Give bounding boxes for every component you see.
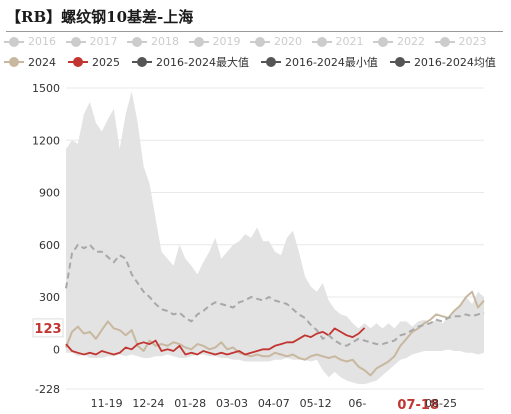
legend-label: 2018 <box>151 35 179 48</box>
legend-item-2016-2024最大值[interactable]: 2016-2024最大值 <box>132 54 249 70</box>
y-tick-label: 900 <box>39 187 60 200</box>
x-tick-label: 11-19 <box>91 397 123 410</box>
y-tick-label: 1500 <box>32 82 60 95</box>
legend-item-2021[interactable]: 2021 <box>311 35 374 48</box>
legend-label: 2016-2024最大值 <box>156 56 249 69</box>
legend-item-2016-2024均值[interactable]: 2016-2024均值 <box>389 54 496 70</box>
legend-line-dot-icon <box>434 36 455 47</box>
legend-line-dot-icon <box>65 36 86 47</box>
legend-label: 2017 <box>89 35 118 48</box>
x-tick-label: 04-07 <box>258 397 290 410</box>
x-tick-label: 03-03 <box>216 397 248 410</box>
legend-label: 2019 <box>212 35 241 48</box>
legend-label: 2025 <box>92 55 120 69</box>
y-tick-label: 1200 <box>32 134 60 147</box>
legend-line-dot-icon <box>132 57 152 67</box>
legend-item-2018[interactable]: 2018 <box>127 35 189 48</box>
legend-line-dot-icon <box>4 36 24 47</box>
legend-item-2016[interactable]: 2016 <box>4 35 66 48</box>
x-tick-label: 05-12 <box>300 397 332 410</box>
x-highlight-box <box>395 395 442 413</box>
legend-label: 2020 <box>274 35 302 48</box>
legend-item-2020[interactable]: 2020 <box>250 35 312 48</box>
x-tick-label: 01-28 <box>174 397 206 410</box>
x-tick-label: 08-25 <box>425 397 457 410</box>
legend-item-2019[interactable]: 2019 <box>188 35 251 48</box>
legend-line-dot-icon <box>4 57 24 67</box>
legend-line-dot-icon <box>250 36 270 47</box>
legend-line-dot-icon <box>260 57 281 67</box>
legend-row-years: 2016 2017 2018 2019 2020 2021 2022 2023 <box>4 35 509 48</box>
x-highlight-label: 07-18 <box>397 398 439 413</box>
y-tick-label: 300 <box>39 291 60 304</box>
min-max-band <box>66 91 484 385</box>
legend-item-2025[interactable]: 2025 <box>68 56 120 69</box>
legend-label: 2016-2024均值 <box>413 56 496 69</box>
title-divider <box>6 31 503 32</box>
y-tick-label: -228 <box>35 383 60 396</box>
legend-line-dot-icon <box>68 57 88 67</box>
legend-label: 2016-2024最小值 <box>284 56 378 69</box>
watermark: 紫金天风期货 <box>204 209 306 229</box>
legend-label: 2022 <box>397 35 425 48</box>
legend-label: 2023 <box>458 35 487 48</box>
y-tick-label: 600 <box>39 239 60 252</box>
legend-label: 2024 <box>28 55 56 69</box>
legend-label: 2021 <box>335 35 364 48</box>
series-line-2024 <box>65 290 485 377</box>
legend-label: 2016 <box>28 35 56 48</box>
y-highlight-box <box>32 318 64 338</box>
legend-line-dot-icon <box>188 36 209 47</box>
legend-row-stats: 2024 2025 2016-2024最大值 2016-2024最小值 2016-202… <box>4 54 509 70</box>
legend-item-2023[interactable]: 2023 <box>434 35 497 48</box>
series-line-2025 <box>65 327 366 356</box>
chart-title: 【RB】螺纹钢10基差-上海 <box>6 8 194 26</box>
legend-line-dot-icon <box>389 57 410 67</box>
y-tick-label: 0 <box>53 343 60 356</box>
series-line-2016-2024均值 <box>65 243 485 347</box>
legend-item-2024[interactable]: 2024 <box>4 56 56 69</box>
x-tick-label: 06- <box>348 397 366 410</box>
legend-line-dot-icon <box>311 36 332 47</box>
legend-item-2016-2024最小值[interactable]: 2016-2024最小值 <box>260 54 378 70</box>
x-tick-label: 12-24 <box>132 397 164 410</box>
legend-line-dot-icon <box>373 36 393 47</box>
legend-item-2017[interactable]: 2017 <box>65 35 128 48</box>
legend-line-dot-icon <box>127 36 147 47</box>
y-highlight-label: 123 <box>34 322 61 337</box>
legend-item-2022[interactable]: 2022 <box>373 35 435 48</box>
